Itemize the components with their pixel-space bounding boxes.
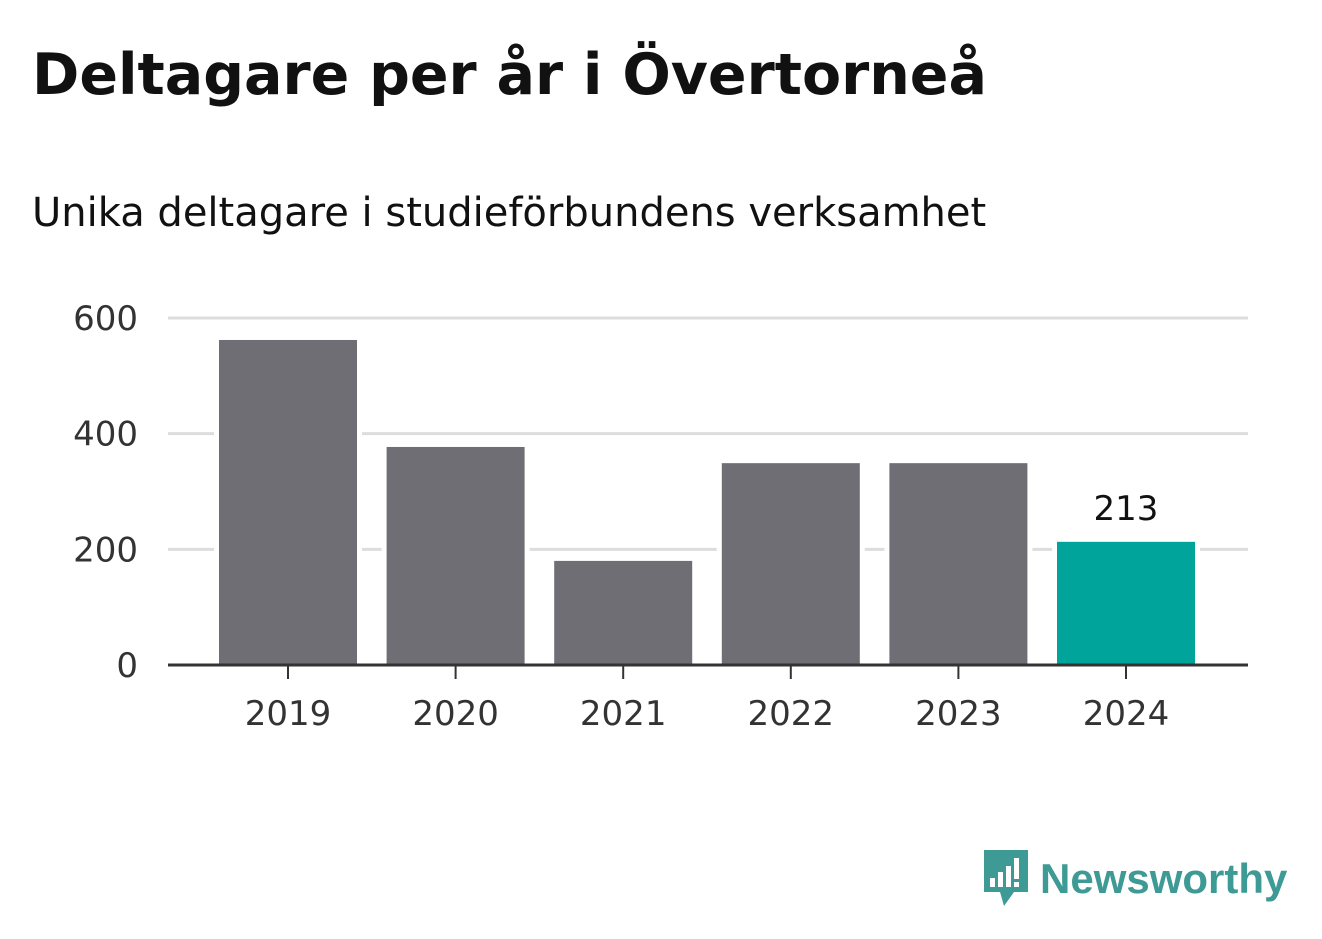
y-tick-label: 0 bbox=[116, 646, 138, 686]
chart-title: Deltagare per år i Övertorneå bbox=[32, 42, 987, 108]
x-tick-label: 2021 bbox=[580, 694, 667, 734]
x-tick-label: 2023 bbox=[915, 694, 1002, 734]
chart-subtitle: Unika deltagare i studieförbundens verks… bbox=[32, 190, 987, 236]
x-tick-label: 2022 bbox=[748, 694, 835, 734]
bar-2021 bbox=[554, 560, 693, 665]
y-tick-label: 200 bbox=[73, 530, 138, 570]
x-tick-label: 2024 bbox=[1083, 694, 1170, 734]
x-tick-label: 2020 bbox=[412, 694, 499, 734]
newsworthy-logo-icon bbox=[984, 850, 1028, 906]
bar-2020 bbox=[386, 446, 525, 665]
bar-2019 bbox=[219, 339, 357, 665]
bar-2024 bbox=[1057, 541, 1195, 665]
x-tick-label: 2019 bbox=[245, 694, 332, 734]
bar-2023 bbox=[889, 463, 1028, 665]
y-tick-label: 400 bbox=[73, 415, 138, 455]
bar-2022 bbox=[721, 463, 860, 665]
y-tick-label: 600 bbox=[73, 299, 138, 339]
brand-name: Newsworthy bbox=[1040, 855, 1288, 902]
brand-logo: Newsworthy bbox=[980, 848, 1287, 910]
data-label: 213 bbox=[1094, 489, 1159, 529]
